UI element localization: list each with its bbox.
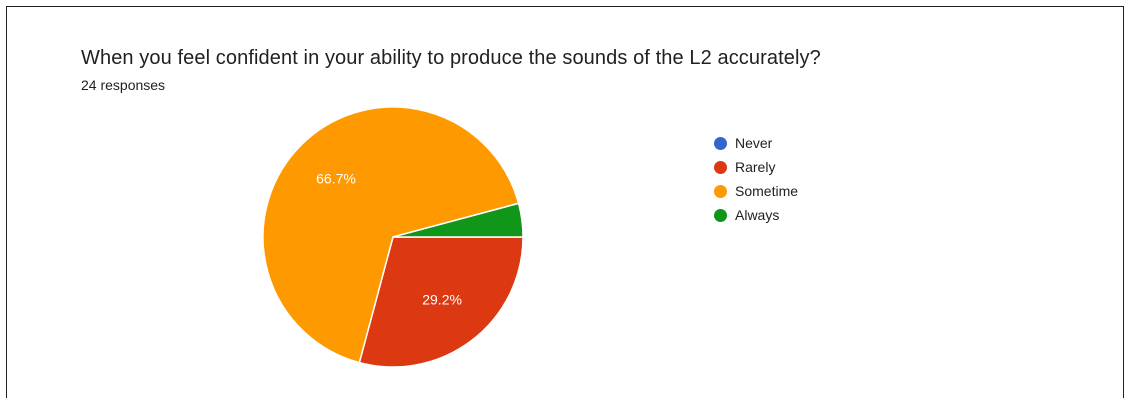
pie-slice-sometime xyxy=(262,106,520,364)
legend-item-always: Always xyxy=(714,203,798,227)
chart-card: When you feel confident in your ability … xyxy=(6,6,1124,398)
legend-item-never: Never xyxy=(714,131,798,155)
response-count: 24 responses xyxy=(81,77,166,93)
pie-slice-rarely xyxy=(358,236,524,368)
question-title: When you feel confident in your ability … xyxy=(81,47,821,69)
pie-slice-always xyxy=(392,202,524,238)
legend-swatch-rarely xyxy=(714,160,727,174)
slice-label-rarely: 29.2% xyxy=(422,292,462,308)
legend: Never Rarely Sometime Always xyxy=(714,131,798,227)
legend-label-rarely: Rarely xyxy=(735,159,776,175)
legend-swatch-always xyxy=(714,208,727,222)
legend-label-sometime: Sometime xyxy=(735,183,799,199)
legend-swatch-never xyxy=(714,136,727,150)
legend-item-rarely: Rarely xyxy=(714,155,798,179)
slice-label-sometime: 66.7% xyxy=(316,171,356,187)
legend-swatch-sometime xyxy=(714,184,727,198)
pie-chart: 29.2% 66.7% xyxy=(262,106,524,368)
legend-label-never: Never xyxy=(735,135,773,151)
legend-label-always: Always xyxy=(735,207,780,223)
legend-item-sometime: Sometime xyxy=(714,179,798,203)
